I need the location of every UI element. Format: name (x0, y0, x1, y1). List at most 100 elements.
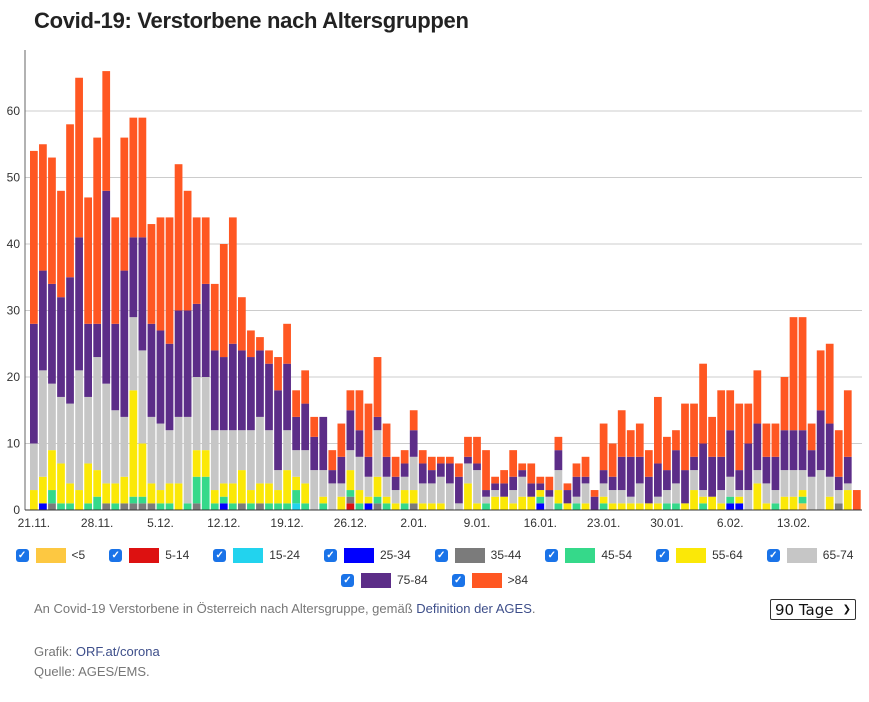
bar-stack (446, 456, 454, 510)
y-tick-label: 10 (7, 437, 21, 451)
bar-stack (482, 450, 490, 510)
legend-item[interactable]: ✓ 75-84 (340, 569, 428, 591)
bar-stack (762, 423, 771, 510)
checkbox-checked-icon[interactable]: ✓ (434, 548, 448, 562)
grafik-label: Grafik: (34, 644, 76, 659)
bar-segment-55-64 (210, 490, 219, 504)
bar-stack (84, 197, 92, 510)
checkbox-checked-icon[interactable]: ✓ (15, 548, 29, 562)
bar-segment-gt84 (780, 377, 789, 431)
bar-segment-gt84 (48, 157, 56, 284)
bar-segment-65-74 (238, 430, 246, 471)
bar-segment-gt84 (581, 456, 590, 477)
checkbox-checked-icon[interactable]: ✓ (213, 548, 227, 562)
checkbox-checked-icon[interactable]: ✓ (451, 573, 465, 587)
bar-stack (663, 436, 671, 510)
bar-segment-45-54 (292, 490, 300, 504)
bar-segment-45-54 (699, 503, 707, 510)
legend-label: 35-44 (490, 548, 522, 562)
bar-stack (644, 450, 653, 510)
bar-segment-gt84 (518, 463, 527, 471)
bar-stack (256, 337, 264, 510)
bar-segment-65-74 (491, 490, 499, 497)
bar-segment-gt84 (436, 456, 445, 464)
bar-segment-75-84 (265, 363, 273, 431)
bar-stack (201, 217, 210, 510)
checkbox-checked-icon[interactable]: ✓ (656, 548, 670, 562)
bar-segment-gt84 (219, 244, 228, 358)
bar-segment-75-84 (292, 416, 300, 451)
legend-item[interactable]: ✓ <5 (15, 544, 85, 566)
checkbox-checked-icon[interactable]: ✓ (766, 548, 780, 562)
bar-segment-75-84 (654, 463, 662, 497)
time-range-select[interactable]: 90 Tage ❯ (770, 599, 856, 620)
bar-segment-65-74 (400, 476, 409, 491)
bar-segment-25-34 (726, 503, 735, 510)
bar-segment-75-84 (527, 483, 536, 497)
legend-item[interactable]: ✓ 55-64 (656, 544, 743, 566)
bar-segment-75-84 (319, 416, 328, 471)
bar-segment-gt84 (409, 410, 418, 431)
bar-segment-75-84 (789, 430, 798, 471)
bar-segment-75-84 (482, 490, 490, 497)
checkbox-checked-icon[interactable]: ✓ (109, 548, 123, 562)
bar-segment-65-74 (129, 317, 138, 391)
legend-item[interactable]: ✓ 5-14 (109, 544, 189, 566)
checkbox-checked-icon[interactable]: ✓ (340, 573, 354, 587)
bar-stack (120, 137, 129, 510)
orf-corona-link[interactable]: ORF.at/corona (75, 644, 160, 659)
bar-segment-65-74 (482, 496, 490, 504)
bar-segment-45-54 (57, 503, 65, 510)
bar-segment-75-84 (545, 490, 554, 497)
bar-stack (319, 416, 328, 510)
bar-stack (852, 490, 861, 510)
legend-item[interactable]: ✓ 15-24 (213, 544, 300, 566)
description-text: An Covid-19 Verstorbene in Österreich na… (34, 601, 417, 616)
bar-segment-55-64 (491, 496, 499, 510)
x-tick-label: 9.01. (464, 516, 491, 530)
y-tick-label: 0 (13, 503, 20, 517)
definition-link[interactable]: Definition der AGES (416, 601, 532, 616)
bar-stack (708, 416, 716, 510)
bar-segment-55-64 (581, 503, 590, 510)
bar-segment-65-74 (210, 430, 219, 491)
bar-segment-65-74 (418, 483, 427, 504)
bar-segment-45-54 (382, 503, 391, 510)
bar-segment-45-54 (66, 503, 74, 510)
bar-segment-65-74 (192, 377, 201, 451)
bar-segment-gt84 (789, 317, 798, 431)
bar-stack (111, 217, 120, 510)
checkbox-checked-icon[interactable]: ✓ (545, 548, 559, 562)
bar-segment-45-54 (210, 503, 219, 510)
bar-segment-45-54 (165, 503, 174, 510)
bar-segment-75-84 (518, 470, 527, 477)
legend-item[interactable]: ✓ 25-34 (323, 544, 411, 566)
bar-segment-75-84 (283, 363, 291, 431)
bar-segment-gt84 (500, 470, 508, 484)
bar-stack (247, 330, 255, 510)
bar-segment-gt84 (337, 423, 346, 457)
bar-segment-gt84 (717, 390, 726, 457)
bar-stack (843, 390, 852, 510)
legend-item[interactable]: ✓ 35-44 (434, 544, 522, 566)
bar-segment-75-84 (228, 343, 237, 431)
bar-segment-65-74 (753, 470, 762, 484)
bar-segment-gt84 (699, 363, 707, 444)
legend-item[interactable]: ✓ >84 (451, 569, 528, 591)
bar-segment-75-84 (536, 483, 545, 491)
bar-segment-55-64 (355, 490, 364, 504)
bar-segment-55-64 (66, 483, 74, 504)
bar-segment-65-74 (310, 470, 319, 510)
bar-segment-55-64 (156, 490, 165, 504)
bar-segment-65-74 (138, 350, 147, 444)
bar-segment-65-74 (382, 476, 391, 497)
chart-description: An Covid-19 Verstorbene in Österreich na… (34, 601, 536, 616)
bar-segment-gt84 (102, 71, 111, 191)
checkbox-checked-icon[interactable]: ✓ (323, 548, 337, 562)
bar-segment-35-44 (409, 503, 418, 510)
legend-label: 15-24 (269, 548, 300, 562)
legend-swatch (35, 547, 66, 563)
legend-item[interactable]: ✓ 45-54 (545, 544, 632, 566)
bar-segment-75-84 (762, 456, 771, 484)
legend-item[interactable]: ✓ 65-74 (766, 544, 853, 566)
